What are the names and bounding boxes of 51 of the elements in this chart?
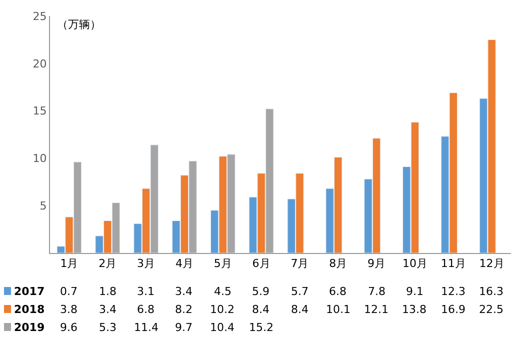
y-axis-title: （万辆） (57, 18, 101, 31)
data-label: 4.5 (214, 285, 232, 298)
legend-label: 2017 (14, 285, 45, 298)
data-label: 6.8 (329, 285, 346, 298)
data-label: 6.8 (137, 303, 154, 316)
data-label: 12.1 (364, 303, 388, 316)
data-label: 9.7 (175, 321, 192, 334)
data-label: 3.1 (137, 285, 154, 298)
legend-label: 2019 (14, 321, 45, 334)
data-label: 3.8 (60, 303, 78, 316)
y-tick-label: 5 (40, 199, 47, 212)
data-label: 11.4 (134, 321, 158, 334)
x-tick-label: 3月 (137, 257, 156, 270)
data-label: 8.4 (291, 303, 308, 316)
data-label: 1.8 (99, 285, 116, 298)
data-label: 13.8 (402, 303, 426, 316)
data-label: 5.7 (291, 285, 308, 298)
data-label: 22.5 (479, 303, 504, 316)
x-tick-label: 4月 (175, 257, 194, 270)
data-label: 8.4 (252, 303, 270, 316)
x-tick-label: 2月 (98, 257, 117, 270)
data-label: 12.3 (441, 285, 466, 298)
data-label: 16.3 (479, 285, 504, 298)
data-label: 3.4 (175, 285, 192, 298)
data-label: 5.3 (99, 321, 116, 334)
data-label: 7.8 (368, 285, 386, 298)
data-label: 10.4 (210, 321, 234, 334)
x-tick-label: 6月 (252, 257, 270, 270)
data-label: 8.2 (175, 303, 192, 316)
x-tick-label: 12月 (479, 257, 504, 270)
x-tick-label: 1月 (60, 257, 78, 270)
x-tick-label: 9月 (368, 257, 386, 270)
data-label: 5.9 (252, 285, 270, 298)
x-tick-label: 8月 (329, 257, 348, 270)
x-tick-label: 11月 (440, 257, 466, 270)
y-tick-label: 10 (32, 152, 47, 166)
data-label: 10.2 (210, 303, 234, 316)
y-tick-label: 20 (32, 57, 47, 70)
y-tick-label: 25 (32, 10, 47, 23)
x-tick-label: 5月 (214, 257, 232, 270)
y-tick-label: 15 (32, 104, 47, 118)
legend-label: 2018 (14, 303, 45, 316)
data-label: 3.4 (99, 303, 116, 316)
data-label: 15.2 (249, 321, 274, 334)
data-label: 9.6 (60, 321, 78, 334)
data-label: 9.1 (406, 285, 424, 298)
data-label: 10.1 (326, 303, 350, 316)
data-label: 16.9 (441, 303, 466, 316)
x-tick-label: 10月 (402, 257, 428, 270)
x-tick-label: 7月 (290, 257, 309, 270)
data-label: 0.7 (60, 285, 78, 298)
